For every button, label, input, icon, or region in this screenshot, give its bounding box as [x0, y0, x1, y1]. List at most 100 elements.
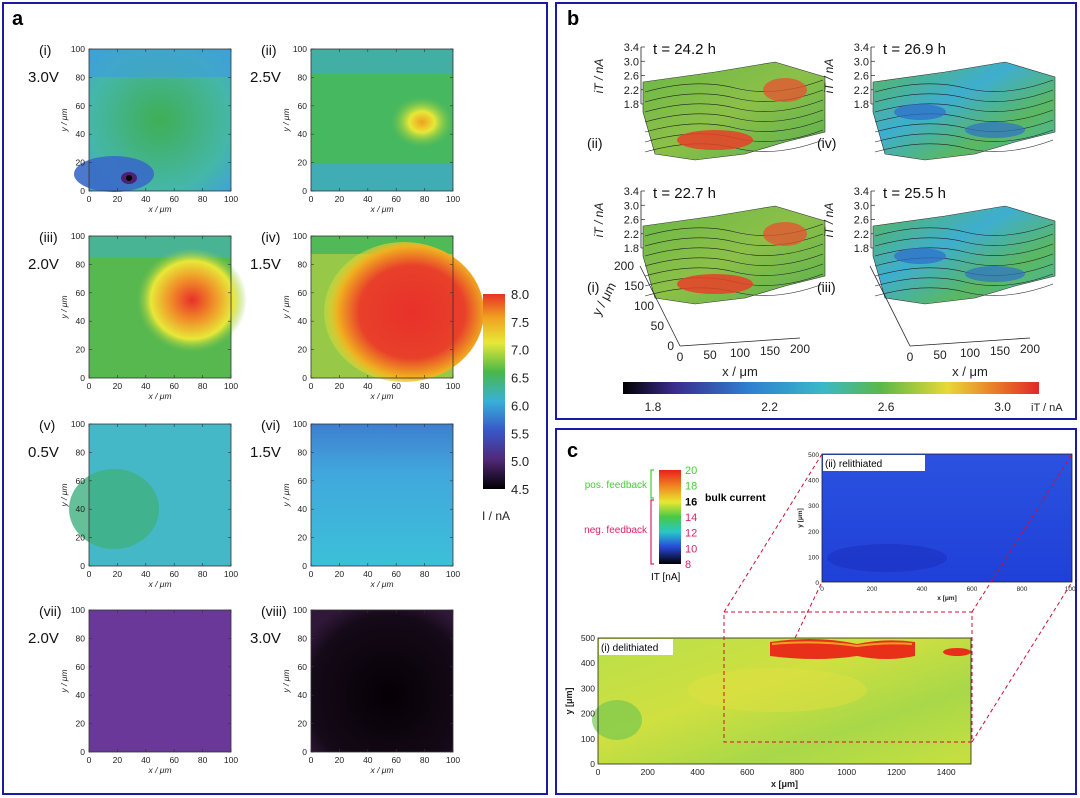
- y-axis-label: y / μm: [281, 669, 291, 693]
- z-tick-label: 2.2: [854, 85, 869, 97]
- map-voltage-label: 2.0V: [28, 256, 59, 273]
- z-tick-label: 3.0: [624, 56, 639, 68]
- y-tick-label: 300: [581, 683, 595, 693]
- x-tick-label: 20: [335, 755, 345, 765]
- colorbar-c-unit: IT [nA]: [651, 572, 680, 583]
- x-tick-label: 20: [335, 194, 345, 204]
- map-ii: [311, 49, 454, 191]
- map-vi: [311, 424, 453, 566]
- x-axis-label: x / μm: [722, 364, 758, 379]
- y-tick-label: 0: [815, 580, 819, 587]
- x-tick-label: 60: [169, 381, 179, 391]
- y-tick-label: 500: [808, 452, 819, 459]
- y-tick-label: 100: [808, 554, 819, 561]
- colorbar-tick-label: 18: [685, 481, 697, 493]
- y-axis-label: y / μm: [59, 483, 69, 507]
- map-i: [74, 49, 231, 192]
- map-v: [69, 424, 231, 566]
- x-tick-label: 40: [363, 194, 373, 204]
- x-tick-label: 1200: [887, 767, 906, 777]
- x-tick-label: 80: [198, 755, 208, 765]
- x-axis-label: x / μm: [952, 364, 988, 379]
- y-tick-label: 200: [581, 709, 595, 719]
- x-tick-label: 400: [690, 767, 704, 777]
- y-tick-label: 20: [298, 533, 308, 543]
- y-axis-label: y / μm: [59, 108, 69, 132]
- colorbar-unit: I / nA: [482, 509, 510, 523]
- x-tick-label: 80: [420, 194, 430, 204]
- colorbar-tick-label: 3.0: [994, 400, 1011, 414]
- y-tick-label: 80: [298, 447, 308, 457]
- x-axis-label: x / μm: [147, 204, 171, 214]
- surface-roman-label: (ii): [587, 135, 603, 151]
- y-tick-label: 40: [298, 504, 308, 514]
- colorbar-tick-label: 4.5: [511, 482, 529, 497]
- x-axis-label: x [μm]: [937, 595, 957, 602]
- x-tick-label: 80: [198, 569, 208, 579]
- x-tick-label: 100: [446, 569, 460, 579]
- x-tick-label: 20: [113, 569, 123, 579]
- map-roman-label: (ii): [261, 42, 277, 58]
- relithiated-title-bg: [823, 455, 925, 471]
- map-axes: 00 20 20 40 40 60 60 80 80 100 100 x / μm y / μm (vii…: [250, 603, 460, 775]
- z-tick-label: 2.2: [624, 229, 639, 241]
- panel-c: c 20 18 16 14 12 10 8 pos. feedback neg. feedb…: [555, 428, 1077, 795]
- x-axis-label: x / μm: [369, 579, 393, 589]
- x-tick-label: 200: [1020, 342, 1040, 356]
- x-tick-label: 0: [87, 569, 92, 579]
- y-tick-label: 20: [76, 158, 86, 168]
- y-axis-label: y / μm: [59, 295, 69, 319]
- x-tick-label: 0: [677, 350, 684, 364]
- y-tick-label: 50: [651, 319, 665, 333]
- map-roman-label: (vii): [39, 603, 62, 619]
- neg-feedback-label: neg. feedback: [584, 525, 648, 536]
- x-tick-label: 60: [391, 569, 401, 579]
- map-roman-label: (i): [39, 42, 51, 58]
- panel-b-canvas: 3.43.02.62.21.8iT / nAt = 24.2 h(ii) 3.4 3…: [587, 41, 1063, 414]
- map-voltage-label: 3.0V: [250, 630, 281, 647]
- y-tick-label: 0: [302, 747, 307, 757]
- y-tick-label: 20: [298, 719, 308, 729]
- x-tick-label: 600: [740, 767, 754, 777]
- relithiated-title: (ii) relithiated: [825, 459, 882, 470]
- y-axis-label: y [μm]: [797, 508, 804, 528]
- y-tick-label: 0: [80, 747, 85, 757]
- surface-plot: 3.4 3.0 2.6 2.2 1.8 iT / nA t = 26.9 h (iv): [817, 41, 1056, 161]
- panel-b: b 3.4 3.0 2.6 2.2 1.8 iT / nA t = 24.2 h (ii) 3.…: [555, 2, 1077, 420]
- y-tick-label: 40: [298, 690, 308, 700]
- y-tick-label: 100: [293, 231, 307, 241]
- x-tick-label: 60: [391, 755, 401, 765]
- map-voltage-label: 2.5V: [250, 69, 281, 86]
- colorbar-b: [623, 382, 1039, 394]
- y-tick-label: 80: [298, 633, 308, 643]
- y-tick-label: 200: [808, 529, 819, 536]
- surface-roman-label: (iv): [817, 135, 836, 151]
- y-tick-label: 40: [76, 129, 86, 139]
- z-tick-label: 3.0: [854, 56, 869, 68]
- map-roman-label: (viii): [261, 603, 287, 619]
- x-tick-label: 150: [760, 344, 780, 358]
- y-tick-label: 100: [71, 44, 85, 54]
- z-tick-label: 2.6: [624, 215, 639, 227]
- delithiated-title-bg: [599, 639, 673, 655]
- x-tick-label: 20: [113, 194, 123, 204]
- z-tick-label: 3.0: [624, 200, 639, 212]
- y-tick-label: 20: [76, 719, 86, 729]
- surface-time-label: t = 22.7 h: [653, 185, 716, 202]
- map-roman-label: (iii): [39, 229, 58, 245]
- x-tick-label: 1400: [937, 767, 956, 777]
- x-tick-label: 0: [87, 381, 92, 391]
- surface-plot: 3.4 3.0 2.6 2.2 1.8 iT / nA t = 24.2 h (ii): [587, 41, 826, 161]
- x-tick-label: 0: [87, 194, 92, 204]
- y-tick-label: 100: [581, 734, 595, 744]
- map-voltage-label: 2.0V: [28, 630, 59, 647]
- z-tick-label: 1.8: [624, 243, 639, 255]
- y-tick-label: 200: [614, 259, 634, 273]
- x-tick-label: 150: [990, 344, 1010, 358]
- y-axis-label: y / μm: [281, 483, 291, 507]
- x-tick-label: 600: [967, 586, 978, 593]
- z-tick-label: 2.2: [624, 85, 639, 97]
- y-tick-label: 20: [76, 533, 86, 543]
- x-tick-label: 60: [169, 194, 179, 204]
- z-tick-label: 3.4: [854, 42, 869, 54]
